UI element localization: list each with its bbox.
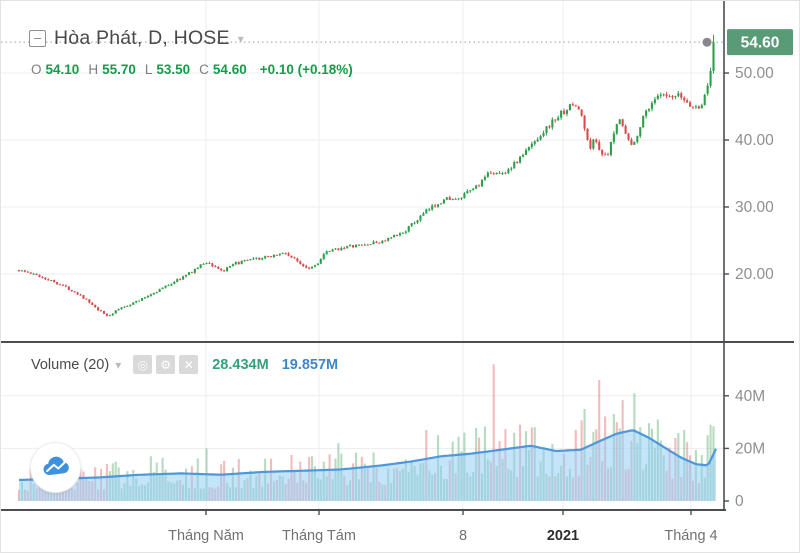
price-axis-label: 50.00 [735, 65, 774, 82]
price-axis-label: 30.00 [735, 199, 774, 216]
price-axis-label: 40.00 [735, 132, 774, 149]
volume-axis-label: 20M [735, 440, 765, 457]
time-axis-label: Tháng Năm [168, 528, 244, 544]
open-label: O [31, 62, 42, 77]
low-label: L [144, 62, 153, 77]
time-axis-label: Tháng Tám [282, 528, 356, 544]
time-axis-label: 8 [459, 528, 467, 544]
volume-header: Volume (20) ▾ ◎ ⚙ ✕ 28.434M 19.857M [31, 355, 338, 374]
volume-axis-label: 0 [735, 493, 744, 510]
time-axis-label: Tháng 4 [664, 528, 717, 544]
time-axis-label: 2021 [547, 528, 579, 544]
visibility-icon[interactable]: ◎ [133, 355, 153, 374]
volume-values: 28.434M 19.857M [212, 357, 338, 373]
last-price-marker [702, 37, 712, 47]
close-value: 54.60 [212, 62, 247, 77]
last-price-badge-text: 54.60 [741, 35, 780, 52]
settings-icon[interactable]: ⚙ [156, 355, 176, 374]
cloud-chart-icon [42, 456, 69, 475]
change-value: +0.10 (+0.18%) [259, 62, 353, 77]
chevron-down-icon[interactable]: ▾ [115, 357, 122, 372]
axis-labels: 50.00 40.00 30.00 20.00 40M 20M 0 Tháng Năm Thán… [168, 29, 793, 544]
symbol-title[interactable]: Hòa Phát, D, HOSE [54, 27, 230, 49]
axes [1, 1, 794, 515]
gridlines [1, 1, 724, 510]
price-pane[interactable] [1, 34, 724, 317]
price-axis-label: 20.00 [735, 266, 774, 283]
collapse-icon[interactable] [29, 30, 46, 47]
volume-pane[interactable] [17, 364, 717, 501]
symbol-header: Hòa Phát, D, HOSE ▾ [29, 27, 244, 50]
low-value: 53.50 [156, 62, 191, 77]
open-value: 54.10 [45, 62, 80, 77]
last-price-badge [727, 29, 793, 56]
volume-axis-label: 40M [735, 388, 765, 405]
high-value: 55.70 [102, 62, 136, 77]
high-label: H [88, 62, 99, 77]
volume-current-value: 28.434M [212, 356, 269, 373]
volume-ma-value: 19.857M [281, 356, 339, 373]
close-icon[interactable]: ✕ [179, 355, 199, 374]
ohlc-row: O 54.10 H 55.70 L 53.50 C 54.60 +0.10 (+… [31, 62, 353, 77]
volume-indicator-label[interactable]: Volume (20) [31, 356, 110, 373]
close-label: C [199, 62, 209, 77]
volume-ma-line [18, 429, 717, 482]
chevron-down-icon[interactable]: ▾ [237, 31, 244, 46]
logo-button[interactable] [30, 442, 81, 493]
